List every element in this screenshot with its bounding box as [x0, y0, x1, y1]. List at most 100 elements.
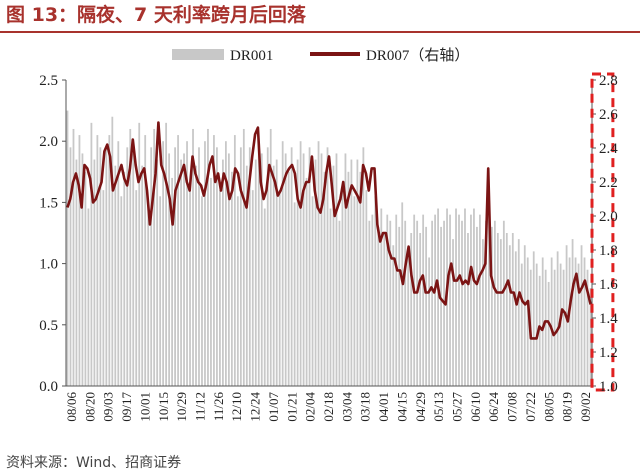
bar-dr001 — [553, 269, 556, 386]
legend-label-dr007: DR007（右轴） — [366, 47, 469, 64]
left-tick-label: 1.5 — [39, 195, 58, 211]
bar-dr001 — [419, 233, 422, 386]
right-tick-label: 2.8 — [599, 73, 618, 89]
bar-dr001 — [455, 208, 457, 386]
bar-dr001 — [269, 128, 272, 386]
x-tick-label: 10/29 — [174, 392, 189, 422]
x-tick-label: 03/04 — [339, 392, 354, 422]
bar-dr001 — [398, 226, 401, 386]
highlight-rect — [590, 72, 615, 392]
bar-dr001 — [532, 251, 535, 386]
bar-dr001 — [407, 251, 410, 386]
bar-dr001 — [93, 159, 96, 386]
right-tick-label: 1.2 — [599, 345, 618, 361]
x-tick-label: 06/10 — [468, 392, 483, 422]
bar-dr001 — [374, 196, 377, 386]
x-tick-label: 02/04 — [303, 392, 318, 422]
bar-dr001 — [550, 257, 553, 386]
x-tick-label: 04/01 — [376, 392, 391, 422]
bar-dr001 — [263, 208, 266, 386]
bar-dr001 — [323, 171, 326, 386]
bar-dr001 — [377, 226, 380, 386]
bar-dr001 — [272, 165, 275, 386]
bar-dr001 — [571, 239, 574, 386]
bar-dr001 — [520, 263, 523, 386]
bar-dr001 — [440, 226, 442, 386]
bar-dr001 — [114, 165, 117, 386]
axis-labels: 0.0 0.5 1.0 1.5 2.0 2.5 1.0 1.2 1.4 1.6 1.8 2.0 2.2 2… — [39, 73, 618, 422]
left-tick-label: 2.5 — [39, 73, 58, 89]
bar-dr001 — [508, 245, 511, 386]
bar-dr001 — [126, 147, 129, 386]
bar-dr001 — [81, 153, 84, 386]
bar-dr001 — [266, 147, 269, 386]
bar-dr001 — [488, 208, 490, 386]
bar-dr001 — [299, 141, 302, 386]
bar-dr001 — [473, 208, 475, 386]
x-tick-label: 08/19 — [560, 392, 575, 422]
source-note: 资料来源：Wind、招商证券 — [6, 455, 182, 471]
bar-dr001 — [135, 190, 138, 386]
bar-dr001 — [586, 269, 589, 386]
bar-dr001 — [335, 153, 338, 386]
bar-dr001 — [111, 116, 114, 386]
right-tick-label: 1.0 — [599, 379, 618, 395]
bar-dr001 — [254, 159, 257, 386]
bar-dr001 — [99, 147, 102, 386]
bar-dr001 — [174, 147, 176, 386]
x-tick-label: 08/20 — [82, 392, 97, 422]
bar-dr001 — [192, 128, 194, 386]
bar-dr001 — [470, 214, 472, 386]
bar-dr001 — [547, 281, 550, 386]
bar-dr001 — [219, 190, 221, 386]
highlight-box — [590, 72, 615, 392]
bar-dr001 — [496, 233, 499, 386]
bar-dr001 — [517, 239, 520, 386]
bar-dr001 — [120, 196, 123, 386]
bar-dr001 — [290, 147, 293, 386]
bar-dr001 — [404, 220, 407, 386]
x-tick-label: 04/15 — [394, 392, 409, 422]
dr001-bars — [66, 110, 592, 386]
bar-dr001 — [183, 153, 185, 386]
bar-dr001 — [242, 128, 245, 386]
bar-dr001 — [198, 147, 200, 386]
bar-dr001 — [105, 147, 108, 386]
bar-dr001 — [502, 220, 505, 386]
bar-dr001 — [225, 141, 227, 386]
x-tick-label: 09/03 — [101, 392, 116, 422]
right-tick-label: 2.6 — [599, 107, 618, 123]
bar-dr001 — [287, 171, 290, 386]
bar-dr001 — [383, 233, 386, 386]
bar-dr001 — [204, 141, 206, 386]
bar-dr001 — [311, 196, 314, 386]
bar-dr001 — [84, 171, 87, 386]
bar-dr001 — [180, 159, 182, 386]
bar-dr001 — [562, 269, 565, 386]
bar-dr001 — [464, 208, 466, 386]
bar-dr001 — [144, 135, 147, 386]
bar-dr001 — [278, 190, 281, 386]
bar-dr001 — [452, 239, 454, 386]
bar-dr001 — [317, 141, 320, 386]
title-rule — [0, 31, 640, 33]
bar-dr001 — [168, 153, 170, 386]
bar-dr001 — [123, 171, 126, 386]
right-tick-label: 2.4 — [599, 141, 618, 157]
x-tick-label: 07/08 — [505, 392, 520, 422]
bar-dr001 — [296, 159, 299, 386]
bar-dr001 — [213, 135, 215, 386]
bar-dr001 — [210, 177, 212, 386]
bar-dr001 — [302, 153, 305, 386]
bar-dr001 — [108, 135, 111, 386]
bar-dr001 — [69, 147, 72, 386]
bar-dr001 — [479, 214, 481, 386]
legend: DR001 DR007（右轴） — [172, 47, 469, 64]
bar-dr001 — [511, 233, 514, 386]
right-tick-label: 2.2 — [599, 175, 618, 191]
x-tick-label: 09/02 — [578, 392, 593, 422]
left-tick-label: 0.0 — [39, 379, 58, 395]
bar-dr001 — [165, 122, 168, 386]
bar-dr001 — [392, 245, 395, 386]
bar-dr001 — [159, 196, 162, 386]
